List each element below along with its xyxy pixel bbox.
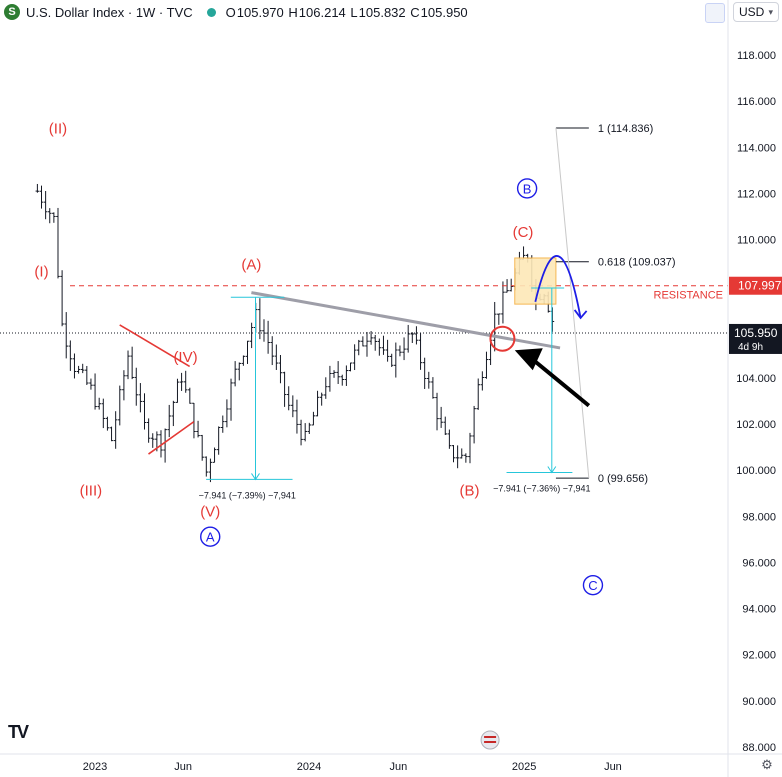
pointer-arrow-head xyxy=(514,348,543,371)
wave-label-red: (II) xyxy=(49,120,67,137)
x-axis: 2023 Jun 2024 Jun 2025 Jun xyxy=(0,730,782,773)
dollar-logo-icon: S xyxy=(4,4,20,20)
us-flag-stripe xyxy=(484,741,497,743)
wave-label-blue-circle xyxy=(516,178,538,199)
low-value: 105.832 xyxy=(358,4,406,20)
us-flag-stripe xyxy=(484,736,497,738)
measure-2-arrow xyxy=(547,466,557,474)
fib-level-label: 0.618 (109.037) xyxy=(598,257,676,269)
y-tick-label: 110.000 xyxy=(737,235,776,247)
fib-level-label: 0 (99.656) xyxy=(598,473,648,485)
fib-level-label: 1 (114.836) xyxy=(598,123,653,135)
y-tick-label: 116.000 xyxy=(737,96,776,108)
fib-diagonal xyxy=(555,127,590,479)
measure-1-label: −7.941 (−7.39%) −7,941 xyxy=(199,490,296,500)
y-tick-label: 114.000 xyxy=(737,142,776,154)
resistance-price-label: 107.997 xyxy=(738,279,782,293)
y-tick-label: 94.000 xyxy=(742,604,776,616)
resistance-label: RESISTANCE xyxy=(654,290,723,302)
last-price-label: 105.950 xyxy=(734,326,778,340)
y-tick-label: 104.000 xyxy=(736,373,776,385)
wave-label-red: (I) xyxy=(34,263,48,280)
market-status-dot xyxy=(206,7,216,17)
x-tick-label: Jun xyxy=(389,761,407,773)
currency-label: USD xyxy=(739,5,765,19)
high-label: H xyxy=(288,4,298,20)
chevron-down-icon: ▾ xyxy=(768,6,773,17)
wave-label-red: (C) xyxy=(513,224,534,241)
wave-label-red: (IV) xyxy=(173,349,197,366)
open-value: 105.970 xyxy=(236,4,284,20)
wave-iv-upper-line xyxy=(119,324,191,368)
resistance-price-tag xyxy=(729,276,782,295)
y-tick-label: 96.000 xyxy=(742,557,776,569)
high-value: 106.214 xyxy=(298,4,346,20)
open-label: O xyxy=(225,4,236,20)
close-label: C xyxy=(410,4,420,20)
y-tick-label: 102.000 xyxy=(736,419,776,431)
measure-1-arrow xyxy=(251,473,260,481)
projection-arrowhead xyxy=(573,309,588,320)
pointer-arrow-shaft xyxy=(527,354,591,408)
close-value: 105.950 xyxy=(420,4,468,20)
projection-arc xyxy=(534,255,582,319)
symbol-title[interactable]: U.S. Dollar Index · 1W · TVC xyxy=(26,4,193,20)
y-tick-label: 98.000 xyxy=(742,511,776,523)
wave-label-blue: A xyxy=(206,530,215,545)
wave-labels: (II) (I) (III) (IV) (V) (A) (B) (C) A B C xyxy=(34,120,604,596)
wave-label-red: (V) xyxy=(200,503,220,520)
y-tick-label: 100.000 xyxy=(736,465,776,477)
wave-label-red: (B) xyxy=(460,483,480,500)
measure-2-label: −7.941 (−7.36%) −7,941 xyxy=(493,484,590,494)
last-price-tag xyxy=(729,323,782,354)
wave-label-blue-circle xyxy=(582,574,604,596)
y-tick-label: 118.000 xyxy=(737,50,776,62)
target-zone-box xyxy=(514,257,557,305)
wave-label-red: (A) xyxy=(241,257,261,274)
currency-button[interactable]: USD ▾ xyxy=(733,2,779,22)
y-tick-label: 92.000 xyxy=(742,650,776,662)
wave-iv-lower-line xyxy=(148,421,195,455)
ohlc-values: O105.970 H106.214 L105.832 C105.950 xyxy=(226,5,469,20)
breakout-circle xyxy=(489,325,516,352)
y-axis: 88.000 90.000 92.000 94.000 96.000 98.000 100.… xyxy=(727,0,782,777)
low-label: L xyxy=(350,4,358,20)
candles xyxy=(35,183,555,483)
y-tick-label: 112.000 xyxy=(737,188,776,200)
x-tick-label: 2023 xyxy=(83,761,107,773)
y-tick-label: 88.000 xyxy=(742,742,776,754)
us-flag-icon[interactable] xyxy=(480,730,500,750)
wave-label-red: (III) xyxy=(80,483,103,500)
countdown-label: 4d 9h xyxy=(738,342,763,353)
x-tick-label: 2025 xyxy=(512,761,536,773)
tradingview-logo-icon: TV xyxy=(8,722,29,742)
x-tick-label: Jun xyxy=(604,761,622,773)
wave-label-blue-circle xyxy=(200,526,221,547)
y-tick-label: 90.000 xyxy=(742,696,776,708)
symbol-header: S U.S. Dollar Index · 1W · TVC O105.970 … xyxy=(4,3,469,21)
x-tick-label: 2024 xyxy=(297,761,321,773)
drawings: RESISTANCE −7.941 (−7.39%) −7,941 −7.941 (… xyxy=(0,123,728,500)
wave-label-blue: C xyxy=(588,578,597,593)
wave-label-blue: B xyxy=(523,181,532,196)
object-tree-button[interactable] xyxy=(705,3,725,23)
x-tick-label: Jun xyxy=(174,761,192,773)
gear-icon[interactable]: ⚙ xyxy=(761,757,773,772)
trendline xyxy=(251,291,561,350)
